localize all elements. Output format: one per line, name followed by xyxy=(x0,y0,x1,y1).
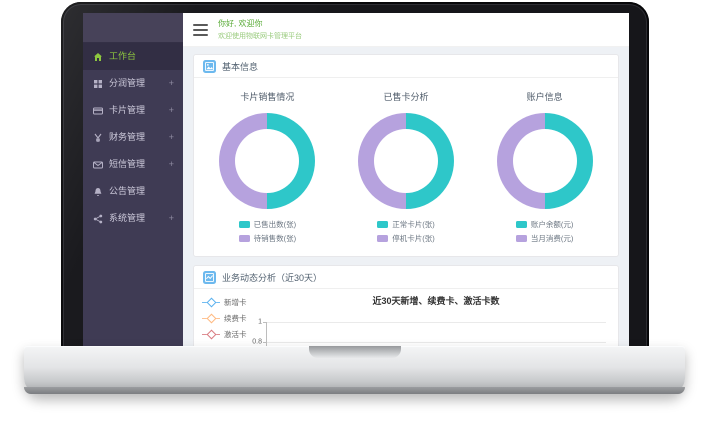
expand-icon: + xyxy=(168,213,174,223)
y-axis: 1 0.8 xyxy=(252,319,606,353)
sidebar-item-label: 工作台 xyxy=(109,51,137,61)
diamond-marker-icon xyxy=(202,331,220,339)
line-chart-title: 近30天新增、续费卡、激活卡数 xyxy=(372,296,500,306)
line-chart-icon xyxy=(203,270,216,284)
y-axis-line xyxy=(266,322,267,353)
donut-chart xyxy=(219,113,316,209)
sidebar-nav: 工作台 分润管理 + 卡片管理 + xyxy=(83,43,183,232)
sidebar-item-workbench[interactable]: 工作台 xyxy=(83,43,183,70)
chart-card-sales: 卡片销售情况 已售出数(张) 待销售数(张) xyxy=(198,86,337,244)
sidebar-item-label: 财务管理 xyxy=(109,132,146,142)
chart-title: 已售卡分析 xyxy=(383,92,429,102)
sidebar-item-label: 短信管理 xyxy=(109,159,146,169)
legend-label: 停机卡片(张) xyxy=(392,234,435,243)
y-tick xyxy=(263,322,266,323)
legend-label: 激活卡 xyxy=(224,330,247,339)
legend-item[interactable]: 待销售数(张) xyxy=(238,233,297,244)
finance-icon xyxy=(92,132,103,143)
legend-swatch xyxy=(377,221,389,228)
chart-legend: 账户余额(元) 当月消费(元) xyxy=(515,219,574,244)
legend-label: 新增卡 xyxy=(224,298,247,307)
legend-swatch xyxy=(515,221,527,228)
screen: 工作台 分润管理 + 卡片管理 + xyxy=(83,13,629,353)
laptop-base xyxy=(24,346,685,394)
chart-legend: 正常卡片(张) 停机卡片(张) xyxy=(377,219,435,244)
laptop-notch xyxy=(308,346,401,358)
chart-account-info: 账户信息 账户余额(元) 当月消费(元) xyxy=(475,86,614,244)
expand-icon: + xyxy=(168,132,174,142)
legend-item[interactable]: 激活卡 xyxy=(202,329,247,340)
legend-swatch xyxy=(377,235,389,242)
sidebar-item-label: 分润管理 xyxy=(109,78,146,88)
legend-label: 续费卡 xyxy=(224,314,247,323)
profit-icon xyxy=(92,78,103,89)
gridline xyxy=(267,322,606,323)
activity-header: 业务动态分析（近30天） xyxy=(194,266,618,289)
card-icon xyxy=(92,105,103,116)
activity-card: 业务动态分析（近30天） 近30天新增、续费卡、激活卡数 新增卡 续费卡 xyxy=(193,265,619,353)
legend-item[interactable]: 账户余额(元) xyxy=(515,219,574,230)
legend-item[interactable]: 停机卡片(张) xyxy=(377,233,435,244)
chart-legend: 已售出数(张) 待销售数(张) xyxy=(238,219,297,244)
chart-sold-cards: 已售卡分析 正常卡片(张) 停机卡片(张) xyxy=(337,86,476,244)
legend-item[interactable]: 续费卡 xyxy=(202,313,247,324)
laptop-bezel: 工作台 分润管理 + 卡片管理 + xyxy=(61,2,649,368)
donut-chart xyxy=(358,113,454,209)
basic-info-card: 基本信息 卡片销售情况 已售出数(张) xyxy=(193,54,619,257)
donut-charts-row: 卡片销售情况 已售出数(张) 待销售数(张) xyxy=(194,78,618,256)
legend-swatch xyxy=(238,235,250,242)
chart-title: 账户信息 xyxy=(526,92,563,102)
legend-label: 账户余额(元) xyxy=(530,220,574,229)
message-icon xyxy=(92,159,103,170)
image-icon xyxy=(203,59,216,73)
sidebar-item-announcements[interactable]: 公告管理 xyxy=(83,178,183,205)
main-content: 基本信息 卡片销售情况 已售出数(张) xyxy=(183,47,629,353)
gridline xyxy=(267,342,606,343)
legend-swatch xyxy=(515,235,527,242)
legend-item[interactable]: 新增卡 xyxy=(202,297,247,308)
legend-swatch xyxy=(238,221,250,228)
sidebar-item-label: 卡片管理 xyxy=(109,105,146,115)
sidebar-logo xyxy=(83,13,183,43)
sidebar-item-finance[interactable]: 财务管理 + xyxy=(83,124,183,151)
legend-label: 已售出数(张) xyxy=(253,220,297,229)
legend-label: 当月消费(元) xyxy=(530,234,574,243)
expand-icon: + xyxy=(168,78,174,88)
sidebar: 工作台 分润管理 + 卡片管理 + xyxy=(83,13,183,353)
basic-info-header: 基本信息 xyxy=(194,55,618,78)
bell-icon xyxy=(92,186,103,197)
greeting: 你好, 欢迎你 欢迎使用物联网卡管理平台 xyxy=(218,18,302,41)
topbar: 你好, 欢迎你 欢迎使用物联网卡管理平台 xyxy=(183,13,629,47)
sidebar-item-label: 系统管理 xyxy=(109,213,146,223)
line-chart-area: 近30天新增、续费卡、激活卡数 新增卡 续费卡 xyxy=(194,289,618,353)
legend-label: 正常卡片(张) xyxy=(392,220,435,229)
sidebar-item-label: 公告管理 xyxy=(109,186,146,196)
expand-icon: + xyxy=(168,159,174,169)
sidebar-item-system[interactable]: 系统管理 + xyxy=(83,205,183,232)
greeting-primary: 你好, 欢迎你 xyxy=(218,19,263,28)
legend-item[interactable]: 当月消费(元) xyxy=(515,233,574,244)
y-tick-label: 0.8 xyxy=(252,338,262,346)
card-title: 基本信息 xyxy=(222,61,259,72)
sidebar-item-profit[interactable]: 分润管理 + xyxy=(83,70,183,97)
legend-label: 待销售数(张) xyxy=(253,234,297,243)
sidebar-item-sms[interactable]: 短信管理 + xyxy=(83,151,183,178)
greeting-secondary: 欢迎使用物联网卡管理平台 xyxy=(218,33,302,40)
diamond-marker-icon xyxy=(202,315,220,323)
chart-title: 卡片销售情况 xyxy=(240,92,295,102)
y-tick xyxy=(263,342,266,343)
diamond-marker-icon xyxy=(202,299,220,307)
menu-toggle-icon[interactable] xyxy=(193,23,208,36)
sidebar-item-cards[interactable]: 卡片管理 + xyxy=(83,97,183,124)
donut-chart xyxy=(496,113,593,209)
system-icon xyxy=(92,213,103,224)
home-icon xyxy=(92,51,103,62)
line-chart-legend: 新增卡 续费卡 激活卡 xyxy=(202,297,247,340)
legend-item[interactable]: 正常卡片(张) xyxy=(377,219,435,230)
card-title: 业务动态分析（近30天） xyxy=(222,272,323,283)
legend-item[interactable]: 已售出数(张) xyxy=(238,219,297,230)
expand-icon: + xyxy=(168,105,174,115)
y-tick-label: 1 xyxy=(258,318,262,326)
